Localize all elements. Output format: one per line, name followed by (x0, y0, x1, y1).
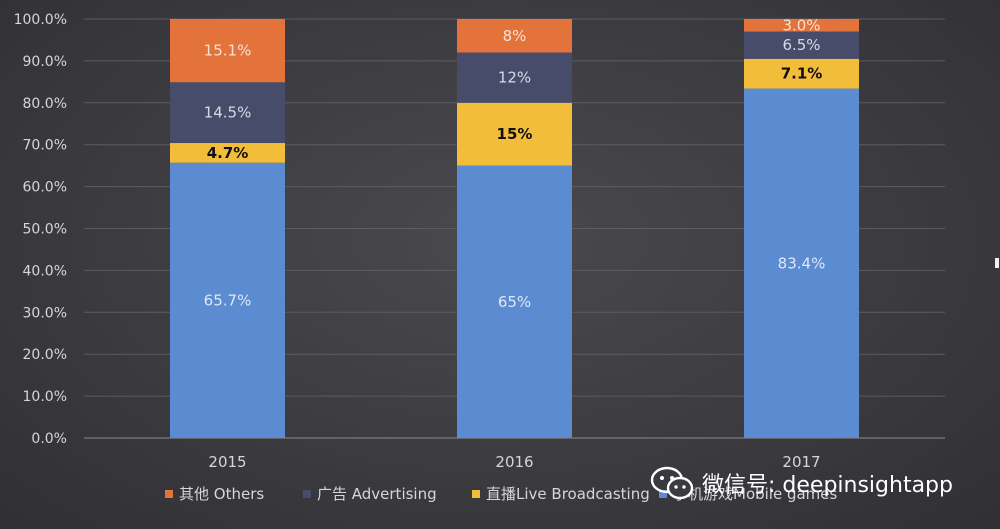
y-tick-label: 30.0% (23, 305, 67, 321)
bar-segment (457, 102, 572, 166)
bar-segment (170, 19, 285, 83)
legend-swatch (472, 490, 480, 498)
bar-segment (457, 165, 572, 438)
x-tick-label: 2016 (495, 453, 533, 471)
y-tick-label: 70.0% (23, 138, 67, 154)
legend-label: 手机游戏Mobile games (673, 485, 838, 503)
edge-marker (995, 258, 999, 268)
y-tick-label: 100.0% (14, 12, 67, 28)
legend-label: 其他 Others (179, 485, 264, 503)
bar-segment (457, 52, 572, 103)
legend-swatch (165, 490, 173, 498)
bar-segment (744, 31, 859, 59)
bar-segment (744, 88, 859, 438)
data-label: 14.5% (204, 104, 252, 122)
y-tick-label: 10.0% (23, 389, 67, 405)
watermark-text: 微信号: deepinsightapp (702, 473, 953, 498)
bar-segment (170, 143, 285, 163)
data-label: 83.4% (778, 254, 826, 272)
data-label: 15% (497, 125, 533, 143)
legend-swatch (659, 490, 667, 498)
y-tick-label: 80.0% (23, 96, 67, 112)
bar-segment (744, 58, 859, 89)
bar-segment (744, 19, 859, 32)
x-tick-label: 2017 (782, 453, 820, 471)
legend-label: 广告 Advertising (317, 485, 437, 503)
watermark: 微信号: deepinsightapp (650, 466, 953, 500)
legend-label: 直播Live Broadcasting (486, 485, 650, 503)
data-label: 12% (498, 69, 531, 87)
data-label: 8% (503, 27, 527, 45)
y-tick-label: 20.0% (23, 347, 67, 363)
bar-segment (170, 162, 285, 439)
data-label: 65% (498, 293, 531, 311)
data-label: 15.1% (204, 42, 252, 60)
data-label: 7.1% (781, 65, 823, 83)
y-tick-label: 60.0% (23, 180, 67, 196)
data-label: 3.0% (782, 16, 820, 34)
x-tick-label: 2015 (208, 453, 246, 471)
data-label: 4.7% (207, 144, 249, 162)
y-tick-label: 50.0% (23, 222, 67, 238)
legend-swatch (303, 490, 311, 498)
wechat-icon (650, 466, 694, 500)
bar-segment (457, 19, 572, 53)
bar-segment (170, 82, 285, 144)
data-label: 65.7% (204, 291, 252, 309)
y-tick-label: 0.0% (31, 431, 67, 447)
y-tick-label: 40.0% (23, 263, 67, 279)
y-tick-label: 90.0% (23, 54, 67, 70)
data-label: 6.5% (782, 36, 820, 54)
